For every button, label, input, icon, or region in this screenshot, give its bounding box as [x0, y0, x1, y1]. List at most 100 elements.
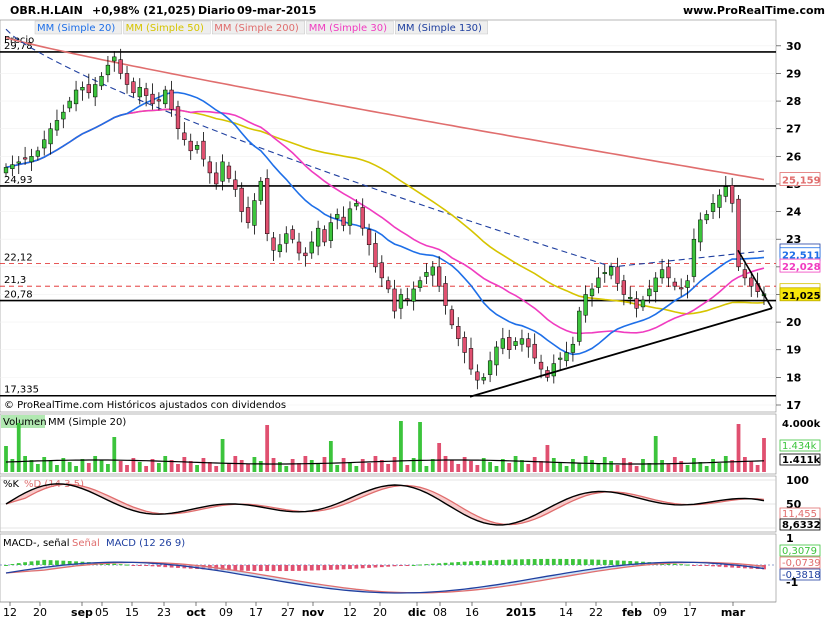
macd-hist-bar	[462, 561, 467, 565]
candle-body	[577, 310, 582, 342]
candle-body	[118, 59, 123, 74]
candle-body	[685, 280, 690, 288]
macd-hist-bar	[672, 563, 677, 565]
candle-body	[328, 222, 334, 241]
candle-body	[48, 128, 53, 145]
macd-badge-2: -0,3818	[782, 570, 821, 581]
volume-badge-0: 1.434k	[782, 441, 817, 452]
volume-bar	[596, 464, 601, 472]
volume-bar	[698, 462, 703, 472]
volume-bar	[246, 464, 250, 472]
macd-hist-bar	[730, 565, 735, 568]
legend-box-2	[211, 20, 305, 35]
macd-badge-box-0	[779, 544, 821, 557]
macd-hist-bar	[42, 559, 47, 565]
candle-body	[322, 229, 327, 243]
macd-hist-bar	[252, 565, 257, 571]
macd-hist-bar	[399, 565, 403, 566]
macd-hist-bar	[736, 565, 741, 568]
header-site[interactable]: www.ProRealTime.com	[683, 4, 825, 17]
candle-body	[239, 187, 244, 212]
candle-body	[3, 167, 9, 174]
candle-body	[290, 229, 295, 240]
candle-body	[647, 288, 652, 297]
macd-hist-bar	[150, 565, 155, 567]
macd-hist-bar	[55, 560, 59, 565]
volume-badge-box-0	[779, 439, 821, 452]
price-tick-13: 17	[786, 399, 801, 412]
macd-hist-bar	[424, 564, 429, 566]
x-label-19: feb	[622, 606, 642, 619]
candle-body	[507, 337, 512, 350]
candle-body	[430, 266, 435, 276]
volume-bar	[500, 459, 505, 472]
volume-bar	[341, 458, 346, 472]
candle-body	[392, 288, 397, 312]
volume-bar	[112, 437, 117, 472]
macd-hist-bar	[469, 561, 473, 565]
candle-body	[551, 363, 556, 377]
volume-bar	[469, 461, 473, 472]
macd-hist-bar	[596, 559, 601, 565]
candle-body	[335, 214, 340, 219]
volume-bar	[195, 465, 199, 472]
macd-hist-bar	[284, 565, 289, 572]
volume-bar	[755, 465, 760, 472]
macd-hist-bar	[348, 565, 352, 569]
trendline-resistance	[737, 249, 773, 309]
candle-body	[360, 207, 365, 229]
volume-bar	[188, 461, 193, 472]
macd-hist-bar	[494, 560, 499, 565]
volume-bar	[564, 466, 569, 472]
volume-axis-max: 4.000k	[782, 419, 821, 430]
ma-30-line	[5, 108, 765, 335]
volume-bar	[462, 457, 467, 472]
candle-body	[679, 287, 684, 290]
volume-bar	[360, 459, 365, 472]
candle-body	[589, 288, 595, 297]
legend-box-0	[34, 20, 122, 35]
x-label-2: sep	[71, 606, 93, 619]
candle-body	[443, 283, 448, 306]
x-label-12: 20	[373, 606, 387, 619]
macd-badge-0: 0,3079	[782, 546, 817, 557]
candle-body	[570, 343, 576, 353]
macd-hist-bar	[131, 565, 136, 566]
price-badge-3: 22,028	[782, 262, 821, 273]
macd-hist-bar	[290, 565, 295, 571]
candle-body	[449, 309, 455, 326]
candle-body	[315, 227, 321, 247]
x-label-3: 05	[95, 606, 109, 619]
candle-body	[456, 326, 461, 339]
price-tick-3: 27	[786, 123, 801, 136]
macd-hist-bar	[500, 559, 505, 565]
volume-bar	[99, 460, 104, 472]
price-tick-6: 24	[786, 206, 802, 219]
macd-hist-bar	[602, 559, 607, 565]
volume-bar	[430, 459, 435, 472]
price-tick-7: 23	[786, 233, 801, 246]
macd-hist-bar	[711, 565, 715, 567]
level-label-5: 17,335	[4, 385, 39, 396]
macd-hist-bar	[571, 559, 575, 565]
x-label-0: 12	[3, 606, 17, 619]
volume-bar	[169, 460, 174, 472]
candle-body	[500, 338, 505, 349]
volume-bar	[29, 460, 34, 472]
volume-bar	[481, 458, 486, 472]
price-badge-box-0	[779, 172, 821, 186]
candle-body	[252, 200, 257, 226]
stoch-k-label: %K	[3, 479, 20, 490]
macd-hist-bar	[405, 565, 410, 566]
candle-body	[29, 156, 34, 163]
candle-body	[105, 64, 111, 76]
volume-bar	[749, 461, 754, 472]
macd-hist-bar	[430, 563, 435, 565]
macd-hist-bar	[74, 561, 78, 565]
macd-hist-bar	[379, 565, 384, 568]
macd-hist-bar	[144, 565, 149, 566]
ma-20-line	[5, 91, 765, 356]
volume-bar	[42, 457, 47, 472]
volume-bar	[201, 458, 206, 472]
volume-bar	[526, 464, 531, 472]
